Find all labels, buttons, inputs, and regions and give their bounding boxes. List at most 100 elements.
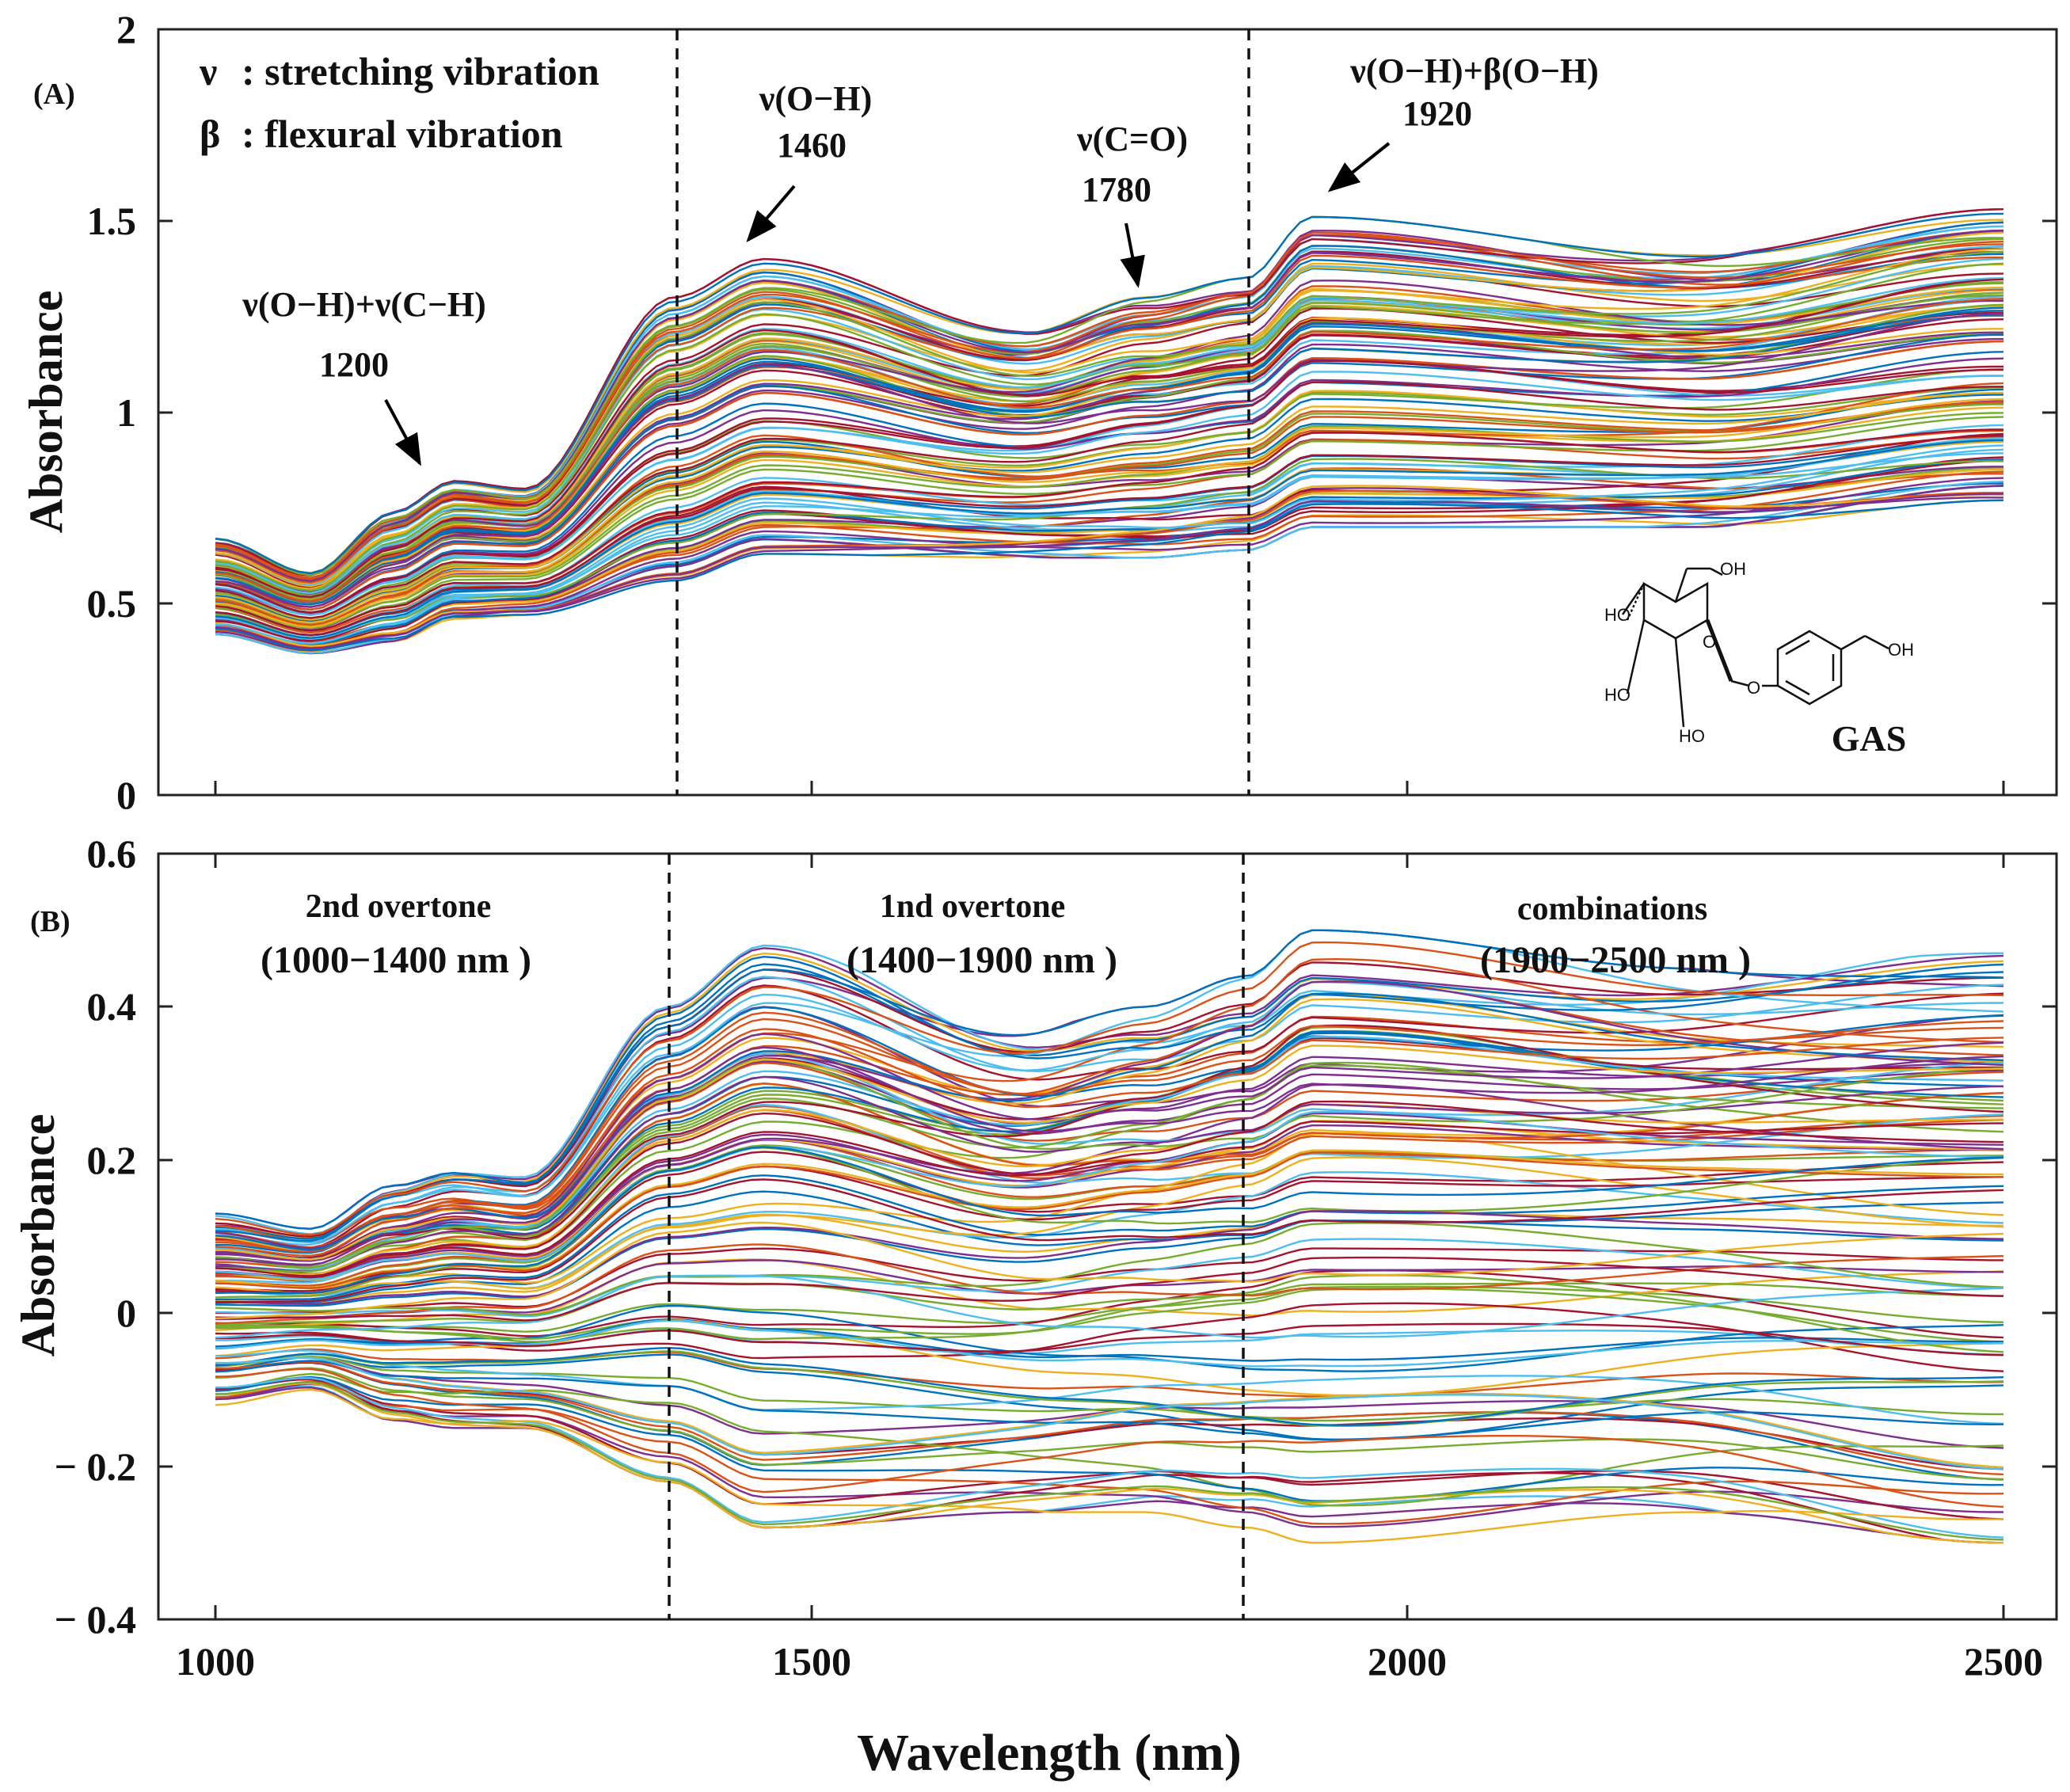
spectrum-line <box>215 1190 2004 1304</box>
peak-annotations: ν(O−H)+ν(C−H) 1200 ν(O−H) 1460 ν(C=O) 17… <box>242 51 1599 466</box>
spectrum-line <box>215 1221 2004 1320</box>
spectrum-line <box>215 961 2004 1238</box>
spectrum-line <box>215 439 2004 639</box>
spectrum-line <box>215 1178 2004 1303</box>
spectrum-line <box>215 360 2003 614</box>
spectrum-line <box>215 1380 2004 1525</box>
spectrum-line <box>215 1281 2003 1326</box>
x-ticks: 1000 1500 2000 2500 <box>176 781 2043 1684</box>
spectrum-line <box>215 381 2003 619</box>
spectrum-line <box>215 1381 2004 1541</box>
spectrum-line <box>215 231 2004 580</box>
gas-molecule <box>1621 567 1889 728</box>
atom-label: O <box>1703 632 1716 652</box>
annotation-arrow <box>1327 142 1391 192</box>
spectrum-line <box>215 305 2004 601</box>
spectrum-line <box>215 1322 2004 1356</box>
spectrum-line <box>215 1382 2004 1544</box>
spectrum-line <box>215 435 2004 637</box>
annotation-label: ν(O−H)+ν(C−H) <box>242 285 486 324</box>
panel-a-y-tick: 1 <box>116 390 136 435</box>
annotation-arrow <box>1120 223 1145 288</box>
spectrum-line <box>215 250 2004 592</box>
region-name: 1nd overtone <box>880 888 1066 925</box>
atom-label: O <box>1747 678 1760 698</box>
spectrum-line <box>215 1075 2004 1273</box>
panel-b: − 0.4 − 0.2 0 0.2 0.4 0.6 Absorbance (B)… <box>12 781 2058 1782</box>
spectrum-line <box>215 1156 2004 1295</box>
spectrum-line <box>215 1112 2004 1280</box>
spectrum-line <box>215 1006 2004 1254</box>
annotation-arrow <box>384 399 421 466</box>
region-name: combinations <box>1517 891 1707 927</box>
spectrum-line <box>215 1269 2004 1339</box>
region-range: (1900−2500 nm ) <box>1480 939 1751 981</box>
spectrum-line <box>215 980 2003 1244</box>
panel-b-y-axis-label: Absorbance <box>12 1114 64 1357</box>
panel-b-y-tick: 0.4 <box>87 984 137 1029</box>
x-tick-label: 2500 <box>1964 1639 2043 1684</box>
legend-symbol: ν <box>199 49 217 93</box>
spectrum-line <box>215 1103 2004 1276</box>
spectrum-line <box>215 298 2004 603</box>
spectrum-line <box>215 1302 2004 1372</box>
spectrum-line <box>215 493 2003 650</box>
spectrum-line <box>215 1367 2004 1481</box>
spectrum-line <box>215 1376 2004 1520</box>
panel-b-y-tick: − 0.2 <box>55 1444 137 1489</box>
panel-a-y-axis-label: Absorbance <box>20 291 72 534</box>
panel-b-y-tick: 0 <box>116 1291 136 1335</box>
annotation-arrow <box>746 185 796 243</box>
spectrum-line <box>215 1219 2004 1307</box>
spectrum-line <box>215 1100 2004 1277</box>
spectrum-line <box>215 1060 2004 1266</box>
legend-text: : stretching vibration <box>242 49 599 93</box>
spectrum-line <box>215 1046 2004 1266</box>
panel-b-series <box>215 929 2004 1544</box>
spectrum-line <box>215 280 2004 594</box>
spectrum-line <box>215 1044 2003 1261</box>
annotation-label: ν(O−H) <box>759 79 872 118</box>
spectrum-line <box>215 1318 2004 1362</box>
spectrum-line <box>215 257 2004 592</box>
spectrum-line <box>215 215 2004 576</box>
spectrum-line <box>215 470 2004 650</box>
spectrum-line <box>215 234 2004 582</box>
panel-a: 0 0.5 1 1.5 2 Absorbance (A) ν : stretch… <box>20 7 2058 817</box>
spectrum-line <box>215 391 2004 624</box>
spectrum-line <box>215 1147 2004 1299</box>
spectrum-line <box>215 398 2004 628</box>
panel-b-frame <box>157 852 2058 1621</box>
spectrum-line <box>215 1149 2004 1289</box>
annotation-value: 1200 <box>319 345 389 384</box>
spectrum-line <box>215 1285 2004 1333</box>
pyranose-ring <box>1642 581 1709 640</box>
spectrum-line <box>215 225 2004 580</box>
panel-a-tag: (A) <box>33 78 75 111</box>
panel-b-y-ticks: − 0.4 − 0.2 0 0.2 0.4 0.6 <box>55 831 2057 1642</box>
spectrum-line <box>215 980 2004 1249</box>
atom-label: HO <box>1604 605 1631 625</box>
spectrum-line <box>215 458 2004 646</box>
region-range: (1400−1900 nm ) <box>847 939 1117 981</box>
spectrum-line <box>215 1243 2004 1325</box>
spectrum-line <box>215 1388 2004 1544</box>
spectrum-line <box>215 955 2004 1242</box>
region-range: (1000−1400 nm ) <box>261 939 531 981</box>
x-tick-label: 1500 <box>772 1639 851 1684</box>
panel-b-y-tick: − 0.4 <box>55 1597 137 1642</box>
annotation-label: ν(O−H)+β(O−H) <box>1349 51 1599 90</box>
spectrum-line <box>215 212 2004 575</box>
spectrum-line <box>215 1058 2004 1273</box>
annotation-value: 1780 <box>1082 170 1151 209</box>
panel-a-y-tick: 0.5 <box>87 581 137 626</box>
panel-a-y-ticks: 0 0.5 1 1.5 2 <box>87 7 2057 817</box>
spectrum-line <box>215 1386 2004 1544</box>
spectrum-line <box>215 1274 2004 1353</box>
spectrum-line <box>215 412 2004 630</box>
legend-text: : flexural vibration <box>242 112 563 156</box>
legend-symbol: β <box>200 112 220 156</box>
spectral-regions: 2nd overtone (1000−1400 nm ) 1nd overton… <box>261 888 1751 981</box>
spectrum-line <box>215 1256 2004 1322</box>
region-name: 2nd overtone <box>306 888 492 925</box>
